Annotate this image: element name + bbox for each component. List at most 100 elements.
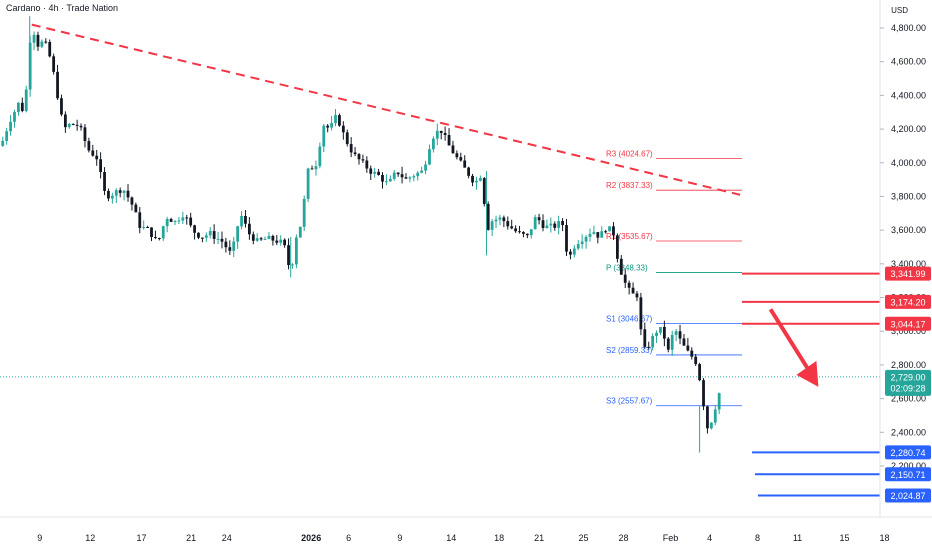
resistance-badge-label: 3,341.99 [890, 269, 925, 279]
candle-body [114, 190, 118, 196]
candle-body [553, 223, 557, 228]
candle-body [459, 157, 463, 161]
candle-body [17, 102, 20, 112]
candle-body [631, 287, 635, 294]
candle-body [154, 237, 157, 239]
candle-body [201, 237, 204, 239]
candle-body [287, 245, 290, 266]
candle-body [216, 238, 220, 240]
candle-body [255, 238, 259, 241]
candle-body [475, 180, 478, 183]
candle-body [341, 125, 345, 133]
y-tick-label: 2,600.00 [891, 394, 926, 404]
candle-body [251, 234, 255, 241]
candle-body [388, 178, 392, 182]
candle-body [408, 177, 412, 179]
candle-body [428, 149, 431, 165]
resistance-badge-label: 3,174.20 [890, 297, 925, 307]
candle-body [478, 178, 482, 181]
candle-body [103, 171, 106, 191]
candle-body [455, 153, 459, 158]
candle-body [431, 138, 435, 150]
support-badge-label: 2,280.74 [890, 448, 925, 458]
candle-body [165, 218, 169, 227]
candle-body [95, 155, 99, 160]
y-tick-label: 2,200.00 [891, 461, 926, 471]
candle-body [1, 140, 5, 146]
candle-body [416, 172, 420, 177]
candle-body [569, 251, 572, 255]
pivot-label-s1: S1 (3046.67) [606, 314, 653, 323]
candle-body [71, 123, 75, 125]
candle-body [561, 221, 564, 226]
candle-body [189, 217, 193, 226]
candle-body [212, 231, 216, 239]
candle-body [443, 133, 447, 136]
candle-body [263, 238, 267, 240]
candle-body [365, 160, 369, 169]
candle-body [357, 154, 361, 160]
candle-body [686, 345, 690, 351]
candle-body [643, 329, 647, 347]
candle-body [134, 204, 138, 213]
candle-body [79, 125, 83, 128]
candle-body [224, 241, 228, 248]
x-tick-label: 21 [186, 533, 196, 543]
candle-body [655, 332, 658, 336]
price-axis[interactable]: 4,800.00 4,600.00 4,400.00 4,200.00 4,000.00… [879, 0, 926, 517]
y-tick-label: 2,800.00 [891, 360, 926, 370]
candle-body [228, 247, 232, 251]
candle-body [400, 174, 404, 178]
x-tick-label: 17 [137, 533, 147, 543]
candle-body [467, 167, 471, 176]
pivot-label-s3: S3 (2557.67) [606, 397, 653, 406]
candle-body [674, 331, 678, 335]
pivot-label-s2: S2 (2859.33) [606, 346, 653, 355]
candle-body [600, 231, 604, 238]
candle-body [138, 212, 142, 228]
candle-body [369, 168, 373, 174]
candle-body [698, 364, 702, 381]
candle-body [185, 217, 189, 219]
y-tick-label: 4,400.00 [891, 90, 926, 100]
candle-body [75, 124, 79, 126]
time-axis[interactable]: 9 12 17 21 24 2026 6 9 14 18 21 25 28 Feb 4 8 11 15 18 [0, 516, 932, 543]
pivot-label-r1: R1 (3535.67) [606, 232, 653, 241]
candle-body [283, 239, 287, 246]
candle-body [702, 380, 705, 407]
candle-body [271, 235, 275, 241]
candle-body [157, 238, 161, 240]
candle-body [639, 297, 643, 330]
candle-body [529, 229, 533, 236]
candle-body [627, 282, 631, 288]
y-tick-label: 3,000.00 [891, 326, 926, 336]
candle-body [635, 293, 639, 298]
candle-body [678, 331, 682, 339]
y-tick-label: 3,800.00 [891, 191, 926, 201]
candle-body [682, 338, 686, 346]
chart-header-title: Cardano · 4h · Trade Nation [6, 3, 119, 13]
candle-body [385, 181, 388, 183]
pivot-label-r2: R2 (3837.33) [606, 181, 653, 190]
candle-body [240, 215, 243, 227]
candle-body [451, 145, 455, 154]
candle-body [584, 236, 588, 242]
candle-body [126, 190, 130, 198]
candle-body [694, 356, 698, 365]
candle-body [259, 238, 263, 240]
price-axis-unit: USD [891, 6, 908, 15]
candle-body [83, 127, 87, 142]
candle-body [447, 135, 451, 146]
candle-body [349, 144, 353, 153]
candle-body [40, 41, 44, 47]
candle-body [670, 334, 674, 350]
x-tick-label: 6 [346, 533, 351, 543]
resistance-badge-label: 3,044.17 [890, 319, 925, 329]
x-tick-label: 18 [880, 533, 890, 543]
candle-body [63, 114, 67, 128]
candle-body [623, 274, 627, 283]
y-tick-label: 3,600.00 [891, 225, 926, 235]
candle-body [494, 219, 498, 222]
candle-body [545, 225, 549, 229]
